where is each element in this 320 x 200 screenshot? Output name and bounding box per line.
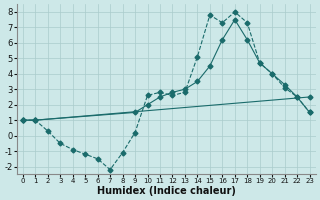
X-axis label: Humidex (Indice chaleur): Humidex (Indice chaleur) [97, 186, 236, 196]
